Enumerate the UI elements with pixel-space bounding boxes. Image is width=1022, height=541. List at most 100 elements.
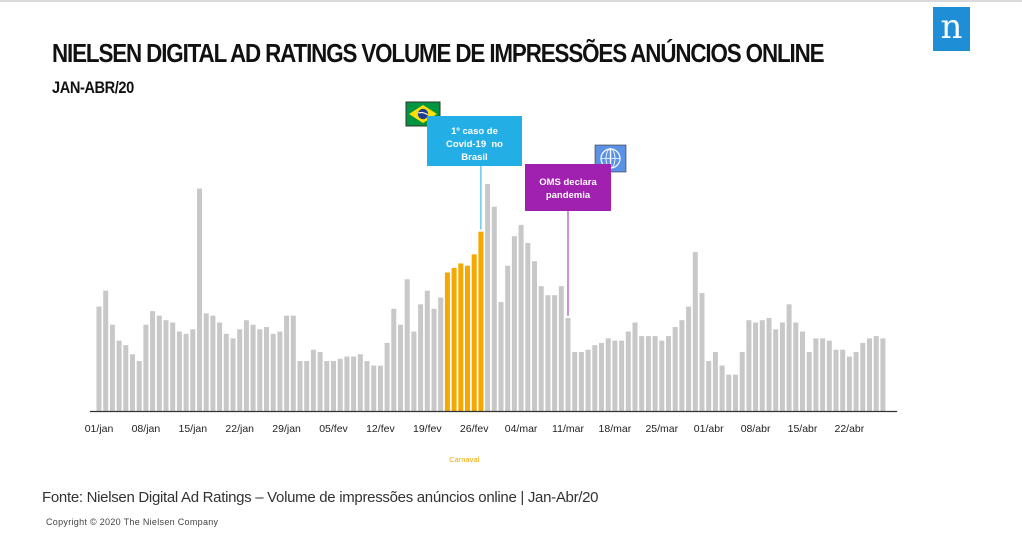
bar <box>833 349 839 411</box>
bar <box>143 324 149 411</box>
bar <box>733 374 738 411</box>
x-tick-label: 25/mar <box>645 423 678 435</box>
chart-subtitle: JAN-ABR/20 <box>52 78 134 97</box>
bar <box>779 322 785 411</box>
bar <box>599 342 604 411</box>
bar <box>605 338 611 411</box>
bar <box>331 361 336 411</box>
chart-title: NIELSEN DIGITAL AD RATINGS VOLUME DE IMP… <box>52 38 825 68</box>
bar <box>210 315 216 411</box>
x-tick-label: 22/abr <box>835 423 865 435</box>
bars-group <box>96 184 886 411</box>
bar <box>699 292 705 411</box>
bar <box>364 361 370 411</box>
bar <box>518 224 524 411</box>
covid-line-1: 1º caso de <box>451 126 498 137</box>
covid-annotation-box: 1º caso de Covid-19 no Brasil <box>427 116 522 166</box>
bar <box>639 336 645 411</box>
bar <box>377 365 383 411</box>
bar <box>471 254 477 411</box>
bar <box>719 365 725 411</box>
bar <box>759 320 765 411</box>
x-tick-label: 01/abr <box>694 423 724 435</box>
copyright-note: Copyright © 2020 The Nielsen Company <box>46 517 219 527</box>
bar <box>753 322 759 411</box>
covid-line-2: Covid-19 no <box>446 139 503 150</box>
bar <box>692 252 698 411</box>
bar <box>163 320 169 411</box>
bar <box>813 338 819 411</box>
bar <box>190 329 196 411</box>
bar <box>257 329 263 411</box>
bar <box>264 327 269 411</box>
bar <box>465 265 470 411</box>
bar <box>739 351 745 411</box>
bar <box>632 322 638 411</box>
bar <box>130 354 135 411</box>
bar <box>806 351 812 411</box>
bar <box>203 313 209 411</box>
bar <box>800 331 805 411</box>
bar <box>424 290 430 411</box>
bar <box>592 345 598 411</box>
bar <box>451 267 457 411</box>
bar <box>672 327 678 411</box>
x-tick-label: 12/fev <box>366 423 395 435</box>
bar <box>532 261 537 411</box>
bar <box>96 306 102 411</box>
bar <box>525 243 531 411</box>
x-tick-label: 04/mar <box>505 423 538 435</box>
x-tick-label: 15/abr <box>788 423 818 435</box>
bar <box>324 361 330 411</box>
bar <box>270 333 276 411</box>
bar <box>123 345 129 411</box>
bar <box>183 333 189 411</box>
x-tick-label: 29/jan <box>272 423 301 435</box>
bar <box>444 272 450 411</box>
bar <box>438 297 444 411</box>
source-note: Fonte: Nielsen Digital Ad Ratings – Volu… <box>42 489 599 506</box>
bar <box>840 349 846 411</box>
bar <box>223 333 229 411</box>
bar <box>786 304 792 411</box>
bar <box>625 331 631 411</box>
bar <box>103 290 109 411</box>
bar <box>371 365 377 411</box>
bar <box>357 354 363 411</box>
bar <box>853 351 859 411</box>
bar <box>384 342 390 411</box>
bar <box>746 320 752 411</box>
x-tick-label: 22/jan <box>225 423 254 435</box>
x-tick-label: 11/mar <box>552 423 584 435</box>
bar <box>585 349 591 411</box>
bar <box>398 324 403 411</box>
bar <box>652 336 658 411</box>
bar <box>565 317 571 411</box>
who-line-2: pandemia <box>546 190 591 201</box>
bar <box>498 302 504 411</box>
bar <box>150 311 156 411</box>
bar <box>250 324 256 411</box>
bar <box>773 329 779 411</box>
bar <box>404 279 410 411</box>
bar <box>197 188 202 411</box>
bar <box>880 338 886 411</box>
x-tick-label: 08/abr <box>741 423 771 435</box>
x-tick-label: 26/fev <box>460 423 489 435</box>
x-tick-labels: 01/jan 08/jan 15/jan 22/jan 29/jan 05/fev 12/f… <box>85 423 865 435</box>
x-tick-label: 01/jan <box>85 423 114 435</box>
bar <box>284 315 290 411</box>
bar <box>491 206 497 411</box>
bar <box>666 336 671 411</box>
bar <box>217 322 223 411</box>
bar <box>156 315 162 411</box>
x-tick-label: 18/mar <box>599 423 632 435</box>
bar <box>243 320 249 411</box>
bar <box>679 320 685 411</box>
bar <box>659 340 665 411</box>
bar <box>109 324 115 411</box>
bar <box>485 184 491 411</box>
bar <box>612 340 618 411</box>
bar <box>846 356 852 411</box>
bar <box>337 358 343 411</box>
